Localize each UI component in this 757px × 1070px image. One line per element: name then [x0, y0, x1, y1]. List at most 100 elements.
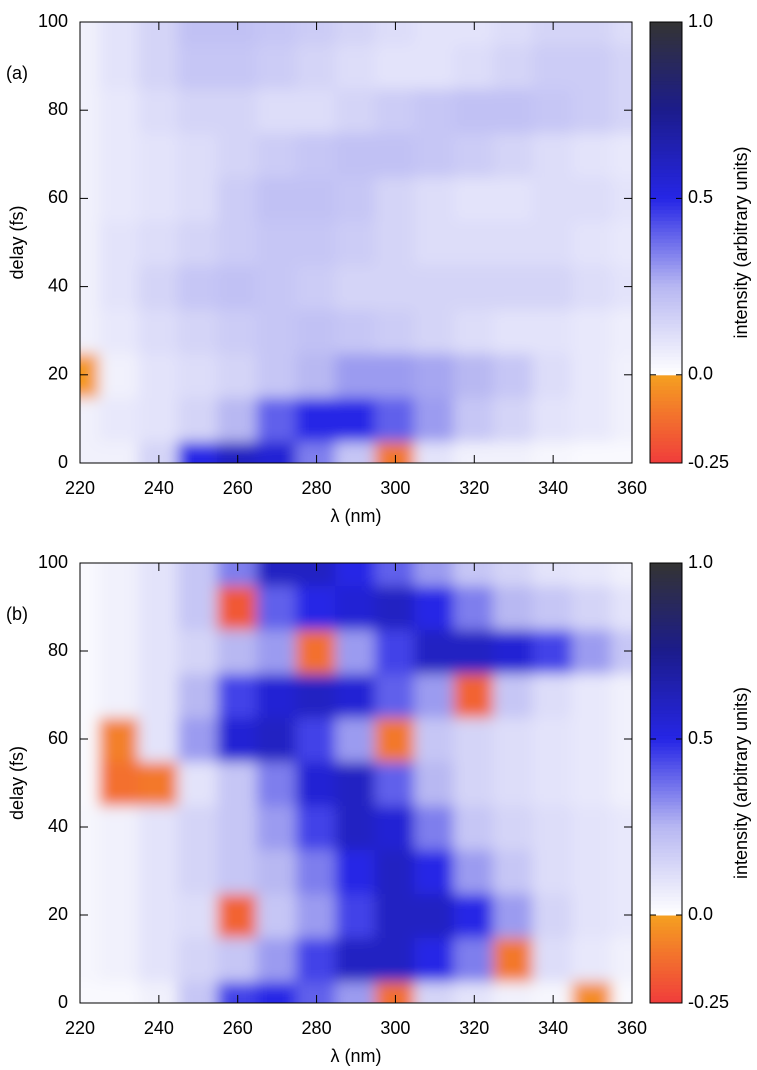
heatmap-cell: [532, 628, 574, 674]
colorbar-segment: [650, 650, 682, 656]
heatmap-cell: [80, 219, 101, 266]
colorbar-segment: [650, 980, 682, 986]
heatmap-cell: [256, 760, 298, 806]
heatmap-cell: [256, 307, 298, 354]
heatmap-cell: [493, 804, 535, 850]
heatmap-cell: [80, 563, 101, 586]
heatmap-cell: [571, 804, 614, 850]
heatmap-cell: [571, 307, 614, 354]
colorbar-segment: [650, 227, 682, 232]
heatmap-cell: [177, 219, 219, 266]
colorbar-segment: [650, 43, 682, 49]
colorbar-segment: [650, 580, 682, 586]
colorbar-segment: [650, 400, 682, 405]
colorbar-segment: [650, 683, 682, 689]
colorbar-segment: [650, 976, 682, 982]
colorbar-segment: [650, 264, 682, 269]
colorbar-segment: [650, 216, 682, 221]
heatmap-cell: [611, 563, 632, 586]
colorbar-segment: [650, 411, 682, 416]
heatmap-cell: [295, 131, 338, 178]
colorbar-segment: [650, 991, 682, 997]
y-tick-label: 100: [38, 552, 68, 572]
heatmap-cell: [295, 307, 338, 354]
colorbar-segment: [650, 775, 682, 780]
heatmap-cell: [414, 219, 456, 266]
colorbar-segment: [650, 841, 682, 846]
colorbar-segment: [650, 819, 682, 824]
heatmap-cell: [374, 131, 417, 178]
heatmap-cell: [532, 22, 574, 46]
colorbar-segment: [650, 275, 682, 280]
colorbar-segment: [650, 562, 682, 568]
colorbar-segment: [650, 333, 682, 339]
heatmap-cell: [217, 980, 259, 1003]
colorbar-segment: [650, 219, 682, 225]
heatmap-cell: [374, 263, 417, 310]
colorbar-segment: [650, 359, 682, 365]
heatmap-cell: [611, 584, 632, 630]
colorbar-segment: [650, 984, 682, 989]
heatmap-cell: [256, 175, 298, 222]
heatmap-cell: [571, 43, 614, 90]
colorbar-segment: [650, 877, 682, 883]
colorbar-segment: [650, 965, 682, 971]
heatmap-cell: [611, 936, 632, 982]
y-tick-label: 80: [48, 640, 68, 660]
heatmap-cell: [611, 395, 632, 442]
colorbar-segment: [650, 628, 682, 634]
colorbar-segment: [650, 429, 682, 435]
colorbar-segment: [650, 355, 682, 361]
heatmap-cell: [374, 87, 417, 134]
colorbar-segment: [650, 418, 682, 424]
colorbar-segment: [650, 102, 682, 108]
heatmap-cell: [571, 848, 614, 894]
heatmap-cell: [453, 892, 495, 938]
colorbar-segment: [650, 646, 682, 652]
heatmap-cell: [335, 307, 377, 354]
heatmap-cell: [571, 892, 614, 938]
colorbar-segment: [650, 230, 682, 236]
colorbar-segment: [650, 679, 682, 685]
colorbar-segment: [650, 113, 682, 119]
heatmap-cell: [177, 980, 219, 1003]
colorbar-segment: [650, 458, 682, 464]
heatmap-cell: [493, 760, 535, 806]
heatmap-cell: [80, 22, 101, 46]
colorbar-segment: [650, 36, 682, 41]
heatmap-cell: [493, 395, 535, 442]
colorbar-segment: [650, 135, 682, 141]
colorbar-segment: [650, 668, 682, 674]
colorbar-segment: [650, 389, 682, 394]
colorbar-segment: [650, 672, 682, 678]
heatmap-cell: [414, 175, 456, 222]
x-tick-label: 220: [65, 478, 95, 498]
colorbar-segment: [650, 907, 682, 912]
y-tick-label: 20: [48, 904, 68, 924]
heatmap-cell: [414, 848, 456, 894]
heatmap-cell: [532, 936, 574, 982]
colorbar-segment: [650, 253, 682, 258]
heatmap-cell: [335, 848, 377, 894]
heatmap-cell: [532, 563, 574, 586]
colorbar-segment: [650, 885, 682, 890]
heatmap-cell: [571, 219, 614, 266]
colorbar-segment: [650, 734, 682, 740]
heatmap-cell: [374, 22, 417, 46]
heatmap-cell: [295, 563, 338, 586]
x-tick-label: 260: [223, 1018, 253, 1038]
colorbar-segment: [650, 433, 682, 438]
heatmap-cell: [80, 672, 101, 718]
colorbar-segment: [650, 25, 682, 30]
heatmap-cell: [414, 22, 456, 46]
colorbar-segment: [650, 267, 682, 273]
heatmap-cell: [414, 936, 456, 982]
heatmap-cell: [493, 439, 535, 463]
colorbar-segment: [650, 183, 682, 188]
heatmap-cell: [80, 87, 101, 134]
heatmap-cell: [532, 439, 574, 463]
colorbar-segment: [650, 998, 682, 1004]
heatmap-cell: [453, 628, 495, 674]
colorbar-segment: [650, 300, 682, 306]
colorbar-segment: [650, 403, 682, 409]
